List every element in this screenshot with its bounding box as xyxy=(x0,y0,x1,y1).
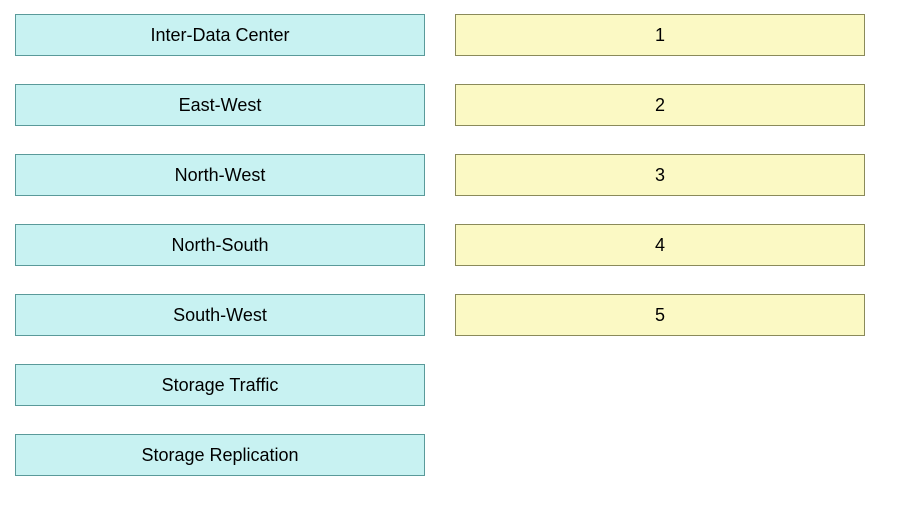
left-item: South-West xyxy=(15,294,425,336)
left-item: Inter-Data Center xyxy=(15,14,425,56)
left-item: Storage Traffic xyxy=(15,364,425,406)
right-column: 1 2 3 4 5 xyxy=(455,14,865,364)
left-column: Inter-Data Center East-West North-West N… xyxy=(15,14,425,504)
right-item: 2 xyxy=(455,84,865,126)
left-item: North-West xyxy=(15,154,425,196)
right-item: 4 xyxy=(455,224,865,266)
left-item: East-West xyxy=(15,84,425,126)
left-item: North-South xyxy=(15,224,425,266)
right-item: 5 xyxy=(455,294,865,336)
right-item: 1 xyxy=(455,14,865,56)
right-item: 3 xyxy=(455,154,865,196)
diagram-canvas: Inter-Data Center East-West North-West N… xyxy=(0,0,907,517)
left-item: Storage Replication xyxy=(15,434,425,476)
